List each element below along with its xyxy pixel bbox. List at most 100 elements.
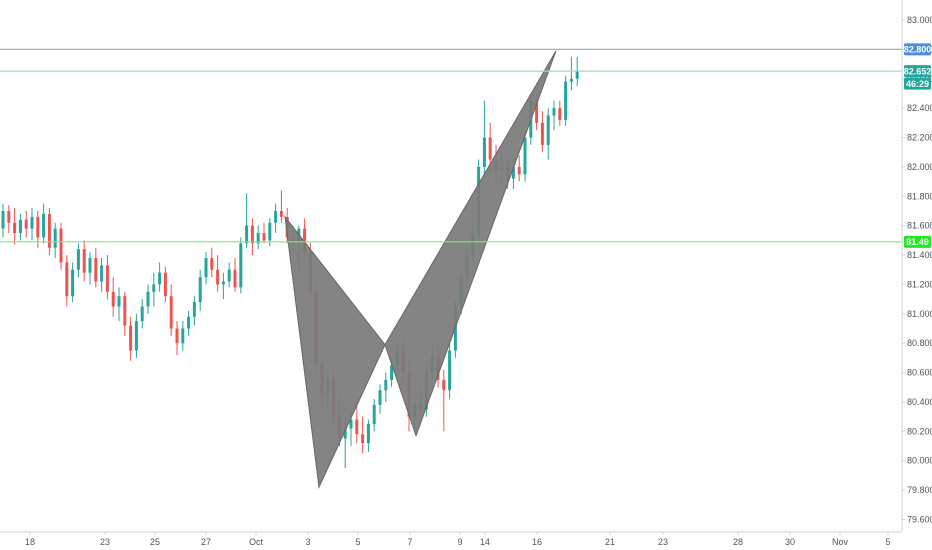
candle bbox=[53, 222, 57, 258]
candle-body bbox=[36, 216, 40, 238]
candle-body bbox=[233, 269, 237, 288]
candle-body bbox=[140, 306, 144, 322]
y-tick-label: 81.200 bbox=[907, 279, 932, 289]
candle bbox=[169, 284, 173, 336]
x-tick-label: 7 bbox=[407, 537, 412, 547]
candle-body bbox=[94, 257, 98, 282]
candle-body bbox=[210, 257, 214, 270]
candle bbox=[540, 111, 544, 153]
y-tick-label: 81.000 bbox=[907, 309, 932, 319]
candle-body bbox=[256, 233, 260, 244]
candle-body bbox=[100, 265, 104, 282]
candle bbox=[175, 321, 179, 355]
candle bbox=[42, 203, 46, 244]
candle-body bbox=[349, 419, 353, 429]
harmonic-pattern[interactable] bbox=[284, 50, 557, 489]
x-tick-label: 5 bbox=[355, 537, 360, 547]
y-tick-label: 80.200 bbox=[907, 426, 932, 436]
candle bbox=[105, 255, 109, 300]
candle bbox=[227, 262, 231, 288]
candle-body bbox=[216, 269, 220, 285]
pattern-triangle-bcd[interactable] bbox=[384, 50, 557, 438]
candle-body bbox=[245, 225, 249, 244]
candle bbox=[210, 247, 214, 278]
candle bbox=[123, 291, 127, 336]
candle bbox=[30, 208, 34, 241]
x-tick-label: Nov bbox=[832, 537, 849, 547]
y-tick-label: 81.400 bbox=[907, 250, 932, 260]
x-tick-label: 3 bbox=[305, 537, 310, 547]
candle bbox=[18, 213, 22, 241]
candle-body bbox=[175, 328, 179, 344]
candle bbox=[569, 56, 573, 91]
time-axis[interactable]: 18 23 25 27 Oct 3 5 7 9 14 16 21 23 28 30 Nov 5 bbox=[25, 532, 891, 547]
candle-body bbox=[163, 272, 167, 297]
horizontal-lines[interactable] bbox=[0, 48, 902, 243]
x-tick-label: 23 bbox=[658, 537, 668, 547]
pattern-triangle-xab[interactable] bbox=[284, 215, 386, 489]
candle-body bbox=[564, 81, 568, 120]
y-tick-label: 79.600 bbox=[907, 515, 932, 525]
countdown-tag bbox=[904, 77, 931, 90]
candle-body bbox=[117, 296, 121, 307]
y-tick-label: 80.800 bbox=[907, 338, 932, 348]
y-tick-label: 79.800 bbox=[907, 485, 932, 495]
candle bbox=[134, 313, 138, 358]
y-tick-label: 83.000 bbox=[907, 15, 932, 25]
candle bbox=[366, 419, 370, 452]
candle-body bbox=[250, 225, 254, 244]
price-tag bbox=[904, 235, 931, 248]
candle bbox=[152, 272, 156, 307]
x-tick-label: 25 bbox=[150, 537, 160, 547]
candle bbox=[216, 255, 220, 292]
candle bbox=[65, 255, 69, 307]
candle-body bbox=[13, 222, 17, 234]
candle bbox=[204, 252, 208, 285]
price-tag-label: 82.800 bbox=[904, 45, 932, 55]
candle bbox=[158, 262, 162, 292]
candle-body bbox=[448, 350, 452, 391]
y-tick-label: 81.600 bbox=[907, 221, 932, 231]
candle-body bbox=[274, 210, 278, 223]
candle bbox=[372, 399, 376, 432]
price-tag bbox=[904, 65, 931, 78]
candle-body bbox=[134, 321, 138, 351]
candle bbox=[1, 203, 5, 238]
candle-body bbox=[198, 277, 202, 303]
candle-body bbox=[82, 249, 86, 273]
candle-body bbox=[111, 291, 115, 307]
candle-body bbox=[546, 115, 550, 145]
candle-body bbox=[511, 166, 515, 179]
candle bbox=[221, 272, 225, 300]
candle bbox=[546, 108, 550, 160]
candle bbox=[245, 193, 249, 248]
candle bbox=[564, 75, 568, 126]
candle-body bbox=[569, 78, 573, 82]
candle-body bbox=[442, 379, 446, 391]
candle bbox=[192, 296, 196, 326]
y-tick-label: 80.000 bbox=[907, 456, 932, 466]
x-tick-label: 23 bbox=[100, 537, 110, 547]
candle-body bbox=[105, 265, 109, 292]
candle-body bbox=[268, 222, 272, 241]
candle bbox=[558, 100, 562, 126]
candle-body bbox=[372, 404, 376, 425]
price-axis[interactable]: 83.00082.80082.60082.40082.20082.00081.8… bbox=[902, 15, 932, 525]
countdown-label: 46:29 bbox=[906, 79, 929, 89]
y-tick-label: 82.200 bbox=[907, 133, 932, 143]
candle-body bbox=[540, 122, 544, 145]
candle bbox=[13, 208, 17, 245]
price-tags: 82.800 82.652 46:29 81.49 bbox=[904, 43, 932, 248]
candle bbox=[163, 266, 167, 303]
candle-body bbox=[227, 269, 231, 282]
candle-body bbox=[221, 281, 225, 285]
candle bbox=[82, 240, 86, 282]
candle-body bbox=[123, 296, 127, 326]
candle-body bbox=[361, 434, 365, 444]
candle-body bbox=[552, 108, 556, 116]
candle-body bbox=[24, 219, 28, 229]
candle-body bbox=[239, 243, 243, 288]
candle bbox=[448, 343, 452, 400]
candle bbox=[274, 203, 278, 234]
